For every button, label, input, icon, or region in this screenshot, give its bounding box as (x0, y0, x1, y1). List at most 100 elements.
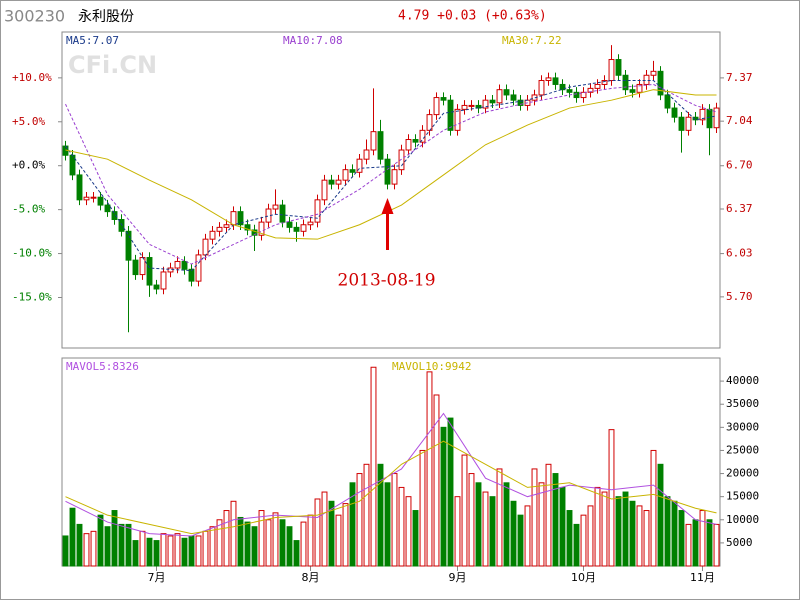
volume-bar (118, 523, 125, 567)
candle-body (601, 80, 608, 85)
candle-body (461, 104, 468, 110)
candle-body (629, 89, 636, 93)
candle-body (216, 226, 223, 232)
volume-bar (405, 496, 412, 567)
candle-body (202, 238, 209, 256)
volume-bar (524, 505, 531, 567)
volume-bar (356, 473, 363, 567)
y2-tick-label: -5.0% (12, 203, 45, 216)
volume-bar (258, 510, 265, 567)
y2-tick-label: +0.0% (12, 159, 45, 172)
candle-body (342, 169, 349, 181)
volume-bar (692, 519, 699, 567)
volume-bar (202, 530, 209, 567)
volume-bar (265, 519, 272, 567)
volume-bar (454, 496, 461, 567)
volume-bar (566, 510, 573, 567)
volume-bar (321, 491, 328, 567)
candle-body (223, 224, 230, 228)
volume-bar (237, 516, 244, 567)
volume-bar (685, 523, 692, 567)
volume-bar (475, 482, 482, 567)
candle-body (482, 99, 489, 109)
ma-legend: MA10:7.08 (283, 34, 343, 47)
candle-body (195, 254, 202, 282)
volume-bar (447, 417, 454, 567)
y-tick-label: 6.70 (726, 159, 753, 172)
volume-bar (559, 486, 566, 567)
volume-bar (489, 496, 496, 567)
candle-body (111, 211, 118, 221)
candle-body (258, 221, 265, 236)
volume-bar (580, 514, 587, 567)
candle-body (622, 74, 629, 91)
candle-body (671, 107, 678, 118)
candle-body (517, 99, 524, 106)
volume-bar (377, 463, 384, 567)
candle-body (657, 70, 664, 96)
volume-bar (90, 530, 97, 567)
ma-legend: MAVOL10:9942 (392, 360, 471, 373)
candle-body (580, 91, 587, 99)
x-tick-label: 11月 (690, 571, 715, 584)
candle-body (237, 211, 244, 226)
volume-bar (279, 519, 286, 567)
volume-bar (552, 473, 559, 567)
candle-body (447, 99, 454, 131)
candle-body (370, 131, 377, 151)
candle-body (209, 230, 216, 240)
candle-body (118, 219, 125, 232)
candle-body (405, 139, 412, 151)
stock-code: 300230 (4, 7, 65, 26)
volume-bar (419, 449, 426, 567)
volume-bar (216, 519, 223, 567)
volume-bar (139, 530, 146, 567)
volume-bar (713, 523, 720, 567)
x-tick-label: 9月 (449, 571, 467, 584)
volume-bar (587, 505, 594, 567)
candle-body (538, 80, 545, 96)
volume-bar (496, 468, 503, 567)
candle-body (510, 94, 517, 101)
volume-bar (251, 526, 258, 567)
volume-bar (349, 482, 356, 567)
volume-bar (342, 503, 349, 567)
volume-bar (111, 510, 118, 567)
volume-bar (706, 519, 713, 567)
candle-body (440, 97, 447, 101)
candle-body (391, 169, 398, 185)
volume-bar (517, 514, 524, 567)
y2-tick-label: -15.0% (12, 290, 52, 303)
candle-body (608, 59, 615, 82)
candle-body (685, 116, 692, 131)
candle-body (188, 268, 195, 282)
volume-bar (335, 514, 342, 567)
volume-bar (650, 449, 657, 567)
volume-bar (174, 533, 181, 567)
candle-body (293, 226, 300, 232)
candle-body (230, 211, 237, 226)
volume-bar (594, 486, 601, 567)
volume-bar (97, 514, 104, 567)
ma-legend: MA5:7.07 (66, 34, 119, 47)
candle-body (426, 114, 433, 131)
volume-bar (328, 500, 335, 567)
candle-body (307, 221, 314, 226)
candle-body (90, 196, 97, 199)
y-tick-label: 5000 (726, 536, 753, 549)
candle-body (468, 104, 475, 107)
volume-bar (62, 535, 69, 567)
candle-body (125, 230, 132, 261)
candle-body (412, 139, 419, 143)
volume-bar (629, 500, 636, 567)
stock-name: 永利股份 (78, 9, 134, 25)
y-tick-label: 6.37 (726, 202, 753, 215)
candle-body (678, 116, 685, 131)
candle-body (594, 83, 601, 89)
candle-body (643, 74, 650, 85)
candle-body (566, 89, 573, 93)
ma-line (65, 89, 717, 240)
volume-bar (167, 535, 174, 567)
candle-body (384, 158, 391, 185)
candle-body (286, 221, 293, 228)
